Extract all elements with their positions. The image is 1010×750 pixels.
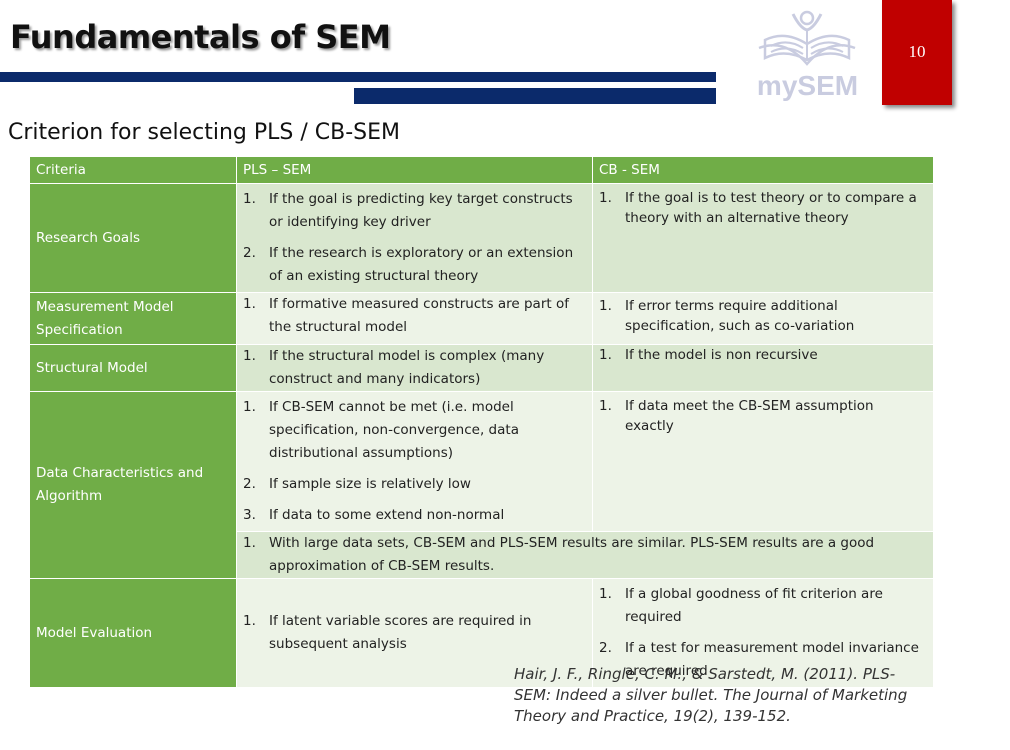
cb-list: 1. If a global goodness of fit criterion … (593, 579, 933, 687)
header-pls: PLS – SEM (236, 156, 593, 184)
cb-list: 1. If the model is non recursive (593, 345, 933, 373)
cb-cell: 1. If data meet the CB-SEM assumption exa… (592, 391, 934, 532)
list-item: 1. If latent variable scores are required… (243, 613, 532, 652)
header-cb: CB - SEM (592, 156, 934, 184)
list-item: 1. If error terms require additional spec… (599, 298, 855, 334)
open-book-icon (758, 10, 856, 66)
table-row: Model Evaluation 1. If latent variable sc… (29, 578, 934, 688)
section-subtitle: Criterion for selecting PLS / CB-SEM (8, 120, 400, 145)
shared-list: 1. With large data sets, CB-SEM and PLS-S… (237, 532, 933, 578)
list-item: 1. If CB-SEM cannot be met (i.e. model sp… (243, 399, 519, 461)
reference-citation: Hair, J. F., Ringle, C. M., & Sarstedt, … (514, 665, 908, 725)
cb-cell: 1. If the model is non recursive (592, 344, 934, 392)
mysem-logo: mySEM (755, 8, 860, 103)
row-label: Data Characteristics and Algorithm (29, 391, 237, 579)
cb-cell: 1. If the goal is to test theory or to co… (592, 183, 934, 293)
cb-list: 1. If the goal is to test theory or to co… (593, 184, 933, 236)
table-row: Research Goals 1. If the goal is predicti… (29, 183, 934, 293)
pls-cell: 1. If formative measured constructs are p… (236, 292, 593, 345)
list-item: 3. If data to some extend non-normal (243, 507, 505, 523)
list-item: 1. If formative measured constructs are p… (243, 296, 569, 335)
page-number-box: 10 (882, 0, 952, 105)
row-label: Structural Model (29, 344, 237, 392)
pls-list: 1. If formative measured constructs are p… (237, 293, 592, 339)
cb-cell: 1. If a global goodness of fit criterion … (592, 578, 934, 688)
page-title: Fundamentals of SEM (10, 18, 391, 56)
table-row: Data Characteristics and Algorithm 1. If … (29, 391, 934, 579)
list-item: 2. If sample size is relatively low (243, 476, 471, 492)
list-item: 2. If a test for measurement model invari… (599, 640, 919, 679)
list-item: 1. If the model is non recursive (599, 347, 818, 363)
cb-list: 1. If error terms require additional spec… (593, 293, 933, 344)
shared-cell: 1. With large data sets, CB-SEM and PLS-S… (236, 531, 934, 579)
table-header-row: Criteria PLS – SEM CB - SEM (29, 156, 934, 184)
list-item: 1. If data meet the CB-SEM assumption exa… (599, 398, 874, 434)
pls-cell: 1. If the structural model is complex (ma… (236, 344, 593, 392)
pls-list: 1. If CB-SEM cannot be met (i.e. model sp… (237, 392, 592, 531)
cb-cell: 1. If error terms require additional spec… (592, 292, 934, 345)
header-bar-bottom (354, 88, 716, 104)
pls-list: 1. If the structural model is complex (ma… (237, 345, 592, 391)
page-number: 10 (908, 42, 926, 61)
pls-cell: 1. If latent variable scores are required… (236, 578, 593, 688)
pls-list: 1. If latent variable scores are required… (237, 606, 592, 660)
row-label: Measurement Model Specification (29, 292, 237, 345)
header-criteria: Criteria (29, 156, 237, 184)
list-item: 1. If the goal is predicting key target c… (243, 191, 573, 230)
table-row: 1. With large data sets, CB-SEM and PLS-S… (30, 531, 934, 579)
row-label: Model Evaluation (29, 578, 237, 688)
pls-cell: 1. If the goal is predicting key target c… (236, 183, 593, 293)
cb-list: 1. If data meet the CB-SEM assumption exa… (593, 392, 933, 444)
list-item: 1. With large data sets, CB-SEM and PLS-S… (243, 535, 875, 574)
list-item: 2. If the research is exploratory or an e… (243, 245, 574, 284)
row-label: Research Goals (29, 183, 237, 293)
list-item: 1. If a global goodness of fit criterion … (599, 586, 883, 625)
pls-cell: 1. If CB-SEM cannot be met (i.e. model sp… (236, 391, 593, 532)
list-item: 1. If the goal is to test theory or to co… (599, 190, 917, 226)
list-item: 1. If the structural model is complex (ma… (243, 348, 545, 387)
header-bar-top (0, 72, 716, 82)
criteria-table: Criteria PLS – SEM CB - SEM Research Goa… (29, 156, 934, 688)
pls-list: 1. If the goal is predicting key target c… (237, 184, 592, 292)
table-row: Measurement Model Specification 1. If for… (29, 292, 934, 345)
logo-text: mySEM (756, 70, 859, 101)
table-row: Structural Model 1. If the structural mod… (29, 344, 934, 392)
